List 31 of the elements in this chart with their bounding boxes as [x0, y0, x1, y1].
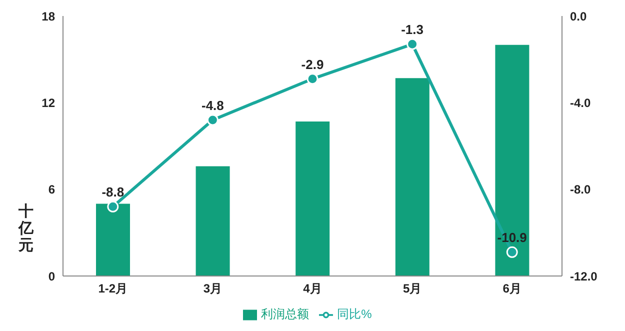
- x-tick-label: 3月: [203, 282, 222, 296]
- bar: [96, 204, 130, 276]
- bar: [196, 166, 230, 276]
- data-label: -10.9: [497, 230, 527, 246]
- data-label: -2.9: [301, 56, 324, 72]
- y-tick-label: 6: [48, 182, 56, 197]
- bar: [296, 121, 330, 276]
- point: [306, 73, 318, 85]
- point: [506, 246, 518, 258]
- point: [107, 200, 119, 212]
- bar: [495, 44, 530, 276]
- x-tick-label: 6月: [502, 282, 522, 296]
- data-label: -4.8: [201, 98, 224, 113]
- data-label: -1.3: [401, 22, 424, 38]
- legend-label: 同比%: [337, 307, 372, 321]
- point: [206, 114, 218, 126]
- y2-tick-label: -4.0: [570, 96, 592, 110]
- x-tick-label: 5月: [402, 282, 422, 296]
- y-tick-label: 18: [42, 9, 56, 24]
- legend-label: 利润总额: [261, 307, 310, 321]
- point: [406, 38, 418, 50]
- y2-tick-label: -12.0: [570, 269, 598, 284]
- data-label: -8.8: [102, 184, 124, 200]
- y2-tick-label: -8.0: [570, 182, 592, 197]
- y-axis-title: 十亿元: [18, 203, 34, 254]
- bar: [395, 78, 430, 276]
- y2-tick-label: 0.0: [570, 9, 588, 24]
- y-tick-label: 12: [42, 96, 56, 110]
- x-tick-label: 1-2月: [98, 282, 128, 296]
- x-tick-label: 4月: [303, 282, 322, 296]
- y-tick-label: 0: [48, 269, 56, 284]
